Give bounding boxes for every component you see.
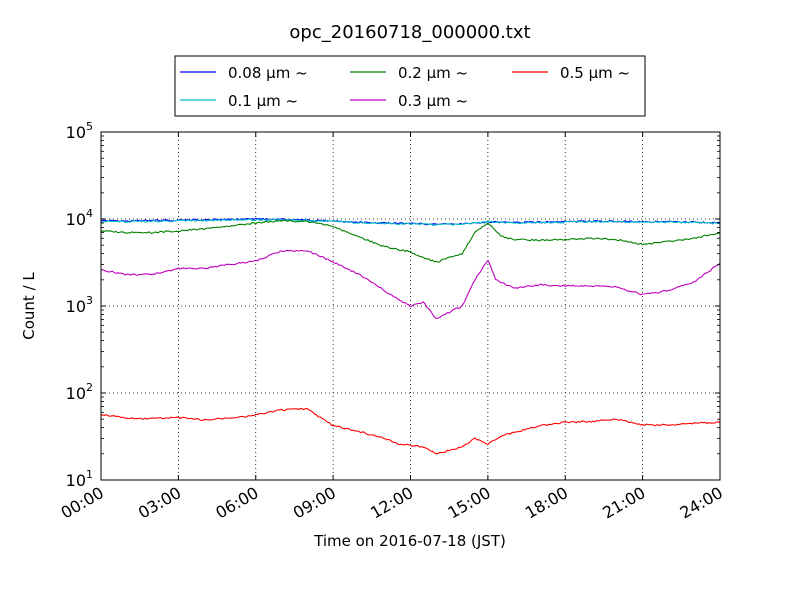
y-tick-exponent: 1 <box>86 468 93 481</box>
series-line <box>100 218 721 226</box>
legend-label: 0.08 μm ~ <box>228 64 308 82</box>
y-tick-exponent: 3 <box>86 294 93 307</box>
legend-box <box>174 55 646 117</box>
y-tick-base: 10 <box>66 123 86 142</box>
y-tick-label: 101 <box>66 468 93 490</box>
y-tick-base: 10 <box>66 384 86 403</box>
series-line <box>100 249 721 320</box>
series-lines <box>100 217 721 455</box>
y-axis-label: Count / L <box>20 272 38 340</box>
y-tick-exponent: 4 <box>86 207 93 220</box>
legend-label: 0.5 μm ~ <box>560 64 630 82</box>
series-line <box>100 408 721 455</box>
y-tick-base: 10 <box>66 297 86 316</box>
legend-label: 0.2 μm ~ <box>398 64 468 82</box>
chart-title: opc_20160718_000000.txt <box>289 22 530 43</box>
series-line <box>100 219 721 263</box>
y-tick-label: 104 <box>66 207 93 229</box>
legend-label: 0.1 μm ~ <box>228 92 298 110</box>
legend: 0.08 μm ~ 0.1 μm ~ 0.2 μm ~ 0.3 μm ~ 0.5 μm … <box>174 55 646 117</box>
y-tick-label: 105 <box>66 120 93 142</box>
y-tick-base: 10 <box>66 471 86 490</box>
x-axis-label: Time on 2016-07-18 (JST) <box>313 532 506 550</box>
y-tick-label: 103 <box>66 294 93 316</box>
legend-label: 0.3 μm ~ <box>398 92 468 110</box>
y-tick-label: 102 <box>66 381 93 403</box>
y-tick-base: 10 <box>66 210 86 229</box>
y-tick-exponent: 5 <box>86 120 93 133</box>
y-tick-exponent: 2 <box>86 381 93 394</box>
